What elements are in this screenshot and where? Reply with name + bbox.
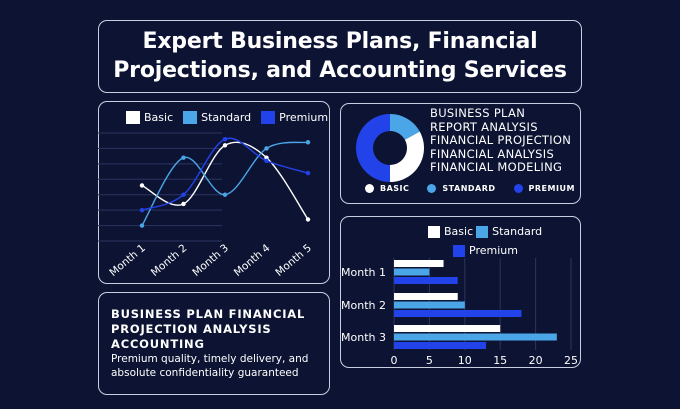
data-point-premium [139,207,145,213]
legend-basic: Basic [126,111,173,124]
legend-dot-standard [427,184,437,193]
donut-slice-premium [356,114,390,182]
bar-legend-premium: Premium [453,244,518,257]
y-tick-label: Month 2 [341,299,386,312]
legend-standard: Standard [183,111,251,124]
service-item: FINANCIAL PROJECTION [430,133,572,148]
bar-chart-legend-row-2: Premium [453,244,528,257]
legend-dot-basic [365,184,374,193]
donut-slice-basic [390,131,424,182]
bar-premium [394,277,458,284]
line-chart-legend: Basic Standard Premium [126,111,338,124]
data-point-standard [139,223,145,228]
legend-label-premium: PREMIUM [528,184,575,193]
heading-line: PROJECTION ANALYSIS [111,322,272,336]
title-panel: Expert Business Plans, Financial Project… [98,20,582,93]
line-chart-panel: Basic Standard Premium 05101520253035Mon… [98,101,330,284]
services-list: BUSINESS PLAN REPORT ANALYSIS FINANCIAL … [430,106,572,175]
legend-label-standard: STANDARD [442,184,496,193]
data-point-basic [181,201,186,207]
page-title: Expert Business Plans, Financial Project… [99,27,581,85]
body-line: absolute confidentiality guaranteed [111,367,299,379]
service-item: BUSINESS PLAN [430,106,526,120]
data-point-basic [222,143,228,148]
x-tick-label: Month 5 [273,242,314,279]
series-line-basic [141,141,309,220]
donut-slice-standard [390,114,420,140]
x-tick-label: Month 3 [190,242,231,279]
service-item: FINANCIAL MODELING [430,160,563,175]
data-point-premium [222,136,228,142]
legend-label-standard: Standard [492,225,543,238]
x-tick-label: Month 2 [149,242,190,279]
title-line-1: Expert Business Plans, Financial [142,29,538,54]
body-line: Premium quality, timely delivery, and [111,353,309,365]
heading-line: ACCOUNTING [111,337,205,351]
legend-swatch-premium [453,244,465,257]
service-item: REPORT ANALYSIS [430,119,538,134]
data-point-premium [305,170,311,176]
bar-premium [394,342,487,349]
legend-label-premium: Premium [279,111,329,124]
bar-standard [394,333,557,341]
bar-legend-basic: Basic [428,225,473,238]
bar-standard [394,301,465,309]
data-point-basic [139,183,145,188]
series-line-premium [141,137,309,211]
bar-legend-standard: Standard [476,225,542,238]
series-line-standard [141,141,309,226]
donut-chart [356,114,424,182]
x-tick-label: 25 [564,354,578,367]
bar-basic [394,260,444,267]
legend-label-basic: Basic [144,111,174,124]
x-tick-label: 10 [458,354,472,367]
title-line-2: Projections, and Accounting Services [113,58,567,83]
data-point-basic [305,217,311,222]
bar-basic [394,325,501,332]
donut-legend-premium: PREMIUM [513,184,575,193]
x-tick-label: Month 1 [107,242,148,279]
donut-legend-standard: STANDARD [427,184,495,193]
x-tick-label: 20 [529,354,543,367]
bar-premium [394,310,522,317]
data-point-premium [264,158,269,163]
service-item: FINANCIAL ANALYSIS [430,146,555,161]
data-point-basic [264,155,269,160]
legend-swatch-standard [183,111,198,124]
description-panel: BUSINESS PLAN FINANCIAL PROJECTION ANALY… [98,292,330,395]
data-point-standard [222,192,228,197]
legend-label-basic: BASIC [380,184,410,193]
x-tick-label: 15 [493,354,507,367]
description-heading: BUSINESS PLAN FINANCIAL PROJECTION ANALY… [111,307,305,352]
bar-standard [394,268,430,276]
x-tick-label: Month 4 [232,242,273,279]
legend-premium: Premium [261,111,328,124]
data-point-standard [305,140,311,145]
legend-swatch-premium [261,111,276,124]
donut-panel: BUSINESS PLAN REPORT ANALYSIS FINANCIAL … [340,103,581,204]
bar-chart-legend-row-1: Basic Standard [428,225,552,238]
legend-swatch-basic [428,225,440,238]
legend-label-basic: Basic [444,225,474,238]
bar-chart: 0 5 10 15 20 25 Month 1 Month 2 Month 3 [341,258,578,367]
y-tick-label: Month 1 [341,266,386,279]
legend-swatch-standard [476,225,489,238]
y-tick-label: Month 3 [341,331,386,344]
legend-swatch-basic [126,111,140,124]
bar-chart-panel: Basic Standard Premium 0 5 10 15 20 25 Month 1… [340,216,581,368]
legend-dot-premium [513,184,523,193]
data-point-standard [264,146,269,151]
x-tick-label: 5 [426,354,433,367]
description-body: Premium quality, timely delivery, and ab… [111,352,308,380]
data-point-premium [181,192,186,197]
x-tick-label: 0 [391,354,398,367]
bar-basic [394,293,458,300]
donut-legend-basic: BASIC [365,184,409,193]
donut-legend: BASIC STANDARD PREMIUM [365,184,593,193]
heading-line: BUSINESS PLAN FINANCIAL [111,307,306,321]
legend-label-standard: Standard [201,111,252,124]
data-point-standard [181,155,186,160]
legend-label-premium: Premium [469,244,518,257]
